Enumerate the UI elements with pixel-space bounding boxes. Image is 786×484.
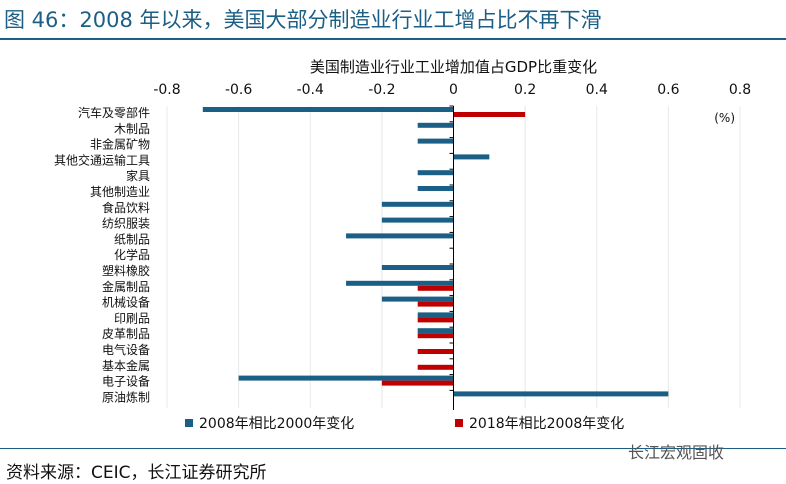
category-label: 金属制品 [102,279,150,294]
x-tick-label: 0.8 [729,82,751,98]
bar-2008-vs-2000 [417,122,454,128]
bar-2008-vs-2000 [381,201,454,207]
bar-2008-vs-2000 [381,265,454,270]
legend-label: 2018年相比2008年变化 [469,416,624,432]
category-label: 电气设备 [102,342,150,357]
bar-2008-vs-2000 [381,217,454,223]
category-label: 塑料橡胶 [102,263,150,278]
x-tick-label: 0.6 [657,82,679,98]
category-label: 木制品 [114,122,150,136]
legend-swatch [455,419,463,427]
source-note: 资料来源：CEIC，长江证券研究所 [6,463,267,483]
bar-2008-vs-2000 [417,186,454,191]
x-tick-label: 0.2 [514,82,536,98]
bar-2018-vs-2008 [417,349,454,354]
bar-2008-vs-2000 [346,280,454,286]
legend-label: 2008年相比2000年变化 [199,416,354,432]
bar-2008-vs-2000 [417,312,454,318]
x-tick-label: 0 [449,82,458,98]
bar-2018-vs-2008 [381,380,454,386]
category-label: 纺织服装 [102,217,150,231]
x-tick-label: -0.8 [153,82,180,98]
category-label: 基本金属 [102,358,150,373]
chart-title: 美国制造业行业工业增加值占GDP比重变化 [310,58,597,76]
category-label: 皮革制品 [102,327,150,341]
bar-2008-vs-2000 [453,154,490,160]
category-label: 纸制品 [114,232,150,246]
x-tick-label: -0.6 [225,82,252,98]
category-label: 家具 [126,168,150,183]
category-label: 印刷品 [114,311,150,325]
bar-chart: 美国制造业行业工业增加值占GDP比重变化 -0.8 -0.6 -0.4 -0.2 0 0.2… [54,58,751,432]
x-tick-label: -0.2 [368,82,395,98]
bar-2008-vs-2000 [417,328,454,334]
category-label: 电子设备 [102,375,150,389]
category-label: 化学品 [114,247,150,262]
category-label: 汽车及零部件 [78,105,150,120]
category-label: 食品饮料 [102,200,150,215]
category-label: 其他制造业 [90,185,150,199]
bar-2008-vs-2000 [417,138,454,144]
bar-2008-vs-2000 [202,107,454,112]
x-tick-label: -0.4 [297,82,324,98]
figure-title: 图 46：2008 年以来，美国大部分制造业行业工增占比不再下滑 [4,8,602,32]
category-label: 其他交通运输工具 [54,152,150,167]
bar-2008-vs-2000 [238,375,454,381]
bar-2018-vs-2008 [417,317,454,323]
bar-2018-vs-2008 [417,285,454,291]
category-label: 原油炼制 [102,389,150,404]
category-label: 机械设备 [102,295,150,310]
bar-2018-vs-2008 [417,301,454,307]
bar-2018-vs-2008 [417,333,454,339]
footer-rule [0,448,786,449]
bar-2018-vs-2008 [417,364,454,370]
legend-swatch [185,419,193,427]
bar-2008-vs-2000 [381,296,454,302]
watermark: 长江宏观固收 [628,443,725,462]
bar-2008-vs-2000 [346,233,454,239]
category-label: 非金属矿物 [90,137,150,152]
bar-2018-vs-2008 [453,112,526,117]
bar-2008-vs-2000 [417,170,454,176]
x-tick-label: 0.4 [586,82,608,98]
title-rule [0,38,786,40]
unit-label: (%) [714,111,735,125]
bar-2008-vs-2000 [453,391,669,397]
